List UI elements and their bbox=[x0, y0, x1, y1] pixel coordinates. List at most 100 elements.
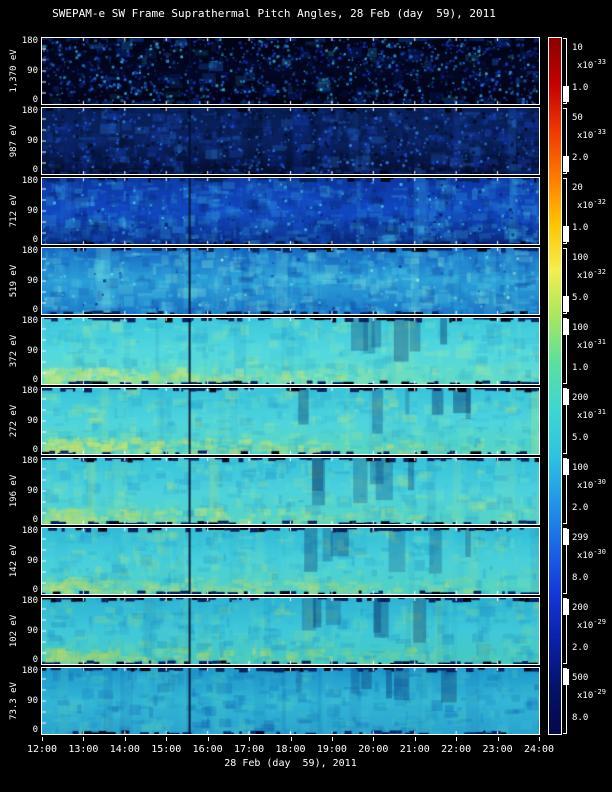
scale-bracket bbox=[563, 318, 571, 384]
y-tick-label: 90 bbox=[27, 556, 38, 566]
x-tick-label: 13:00 bbox=[68, 744, 99, 755]
hour-tick bbox=[373, 737, 375, 741]
panel-plot-area bbox=[41, 247, 540, 315]
spectrogram-canvas bbox=[42, 318, 539, 384]
scale-multiplier-label: x10-31 bbox=[577, 408, 606, 421]
hour-tick bbox=[331, 737, 333, 741]
y-tick-label: 90 bbox=[27, 626, 38, 636]
scale-multiplier-label: x10-31 bbox=[577, 338, 606, 351]
spectro-panel: 987 eV 180 90 0 50 x10-33 2.0 bbox=[0, 107, 612, 175]
x-tick-label: 22:00 bbox=[441, 744, 472, 755]
y-tick-label: 0 bbox=[32, 585, 38, 595]
scale-min-label: 1.0 bbox=[572, 223, 589, 233]
scale-multiplier-label: x10-29 bbox=[577, 688, 606, 701]
scale-bracket bbox=[563, 528, 571, 594]
spectro-panel: 102 eV 180 90 0 200 x10-29 2.0 bbox=[0, 597, 612, 665]
panel-plot-area bbox=[41, 177, 540, 245]
scale-min-label: 1.0 bbox=[572, 363, 589, 373]
scale-min-label: 2.0 bbox=[572, 503, 589, 513]
x-tick-label: 24:00 bbox=[523, 744, 555, 755]
scale-min-label: 8.0 bbox=[572, 573, 589, 583]
scale-max-label: 100 bbox=[572, 323, 589, 333]
scale-max-label: 200 bbox=[572, 393, 589, 403]
y-tick-label: 180 bbox=[21, 176, 38, 186]
scale-multiplier-label: x10-32 bbox=[577, 198, 606, 211]
spectro-panel: 73.3 eV 180 90 0 500 x10-29 8.0 bbox=[0, 667, 612, 735]
spectrogram-canvas bbox=[42, 458, 539, 524]
y-tick-label: 0 bbox=[32, 445, 38, 455]
scale-max-label: 50 bbox=[572, 113, 583, 123]
spectro-panel: 712 eV 180 90 0 20 x10-32 1.0 bbox=[0, 177, 612, 245]
scale-multiplier-label: x10-30 bbox=[577, 548, 606, 561]
panel-plot-area bbox=[41, 597, 540, 665]
scale-marker bbox=[563, 156, 569, 172]
scale-max-label: 20 bbox=[572, 183, 583, 193]
spectro-panel: 1,370 eV 180 90 0 10 x10-33 1.0 bbox=[0, 37, 612, 105]
x-tick-label: 15:00 bbox=[151, 744, 182, 755]
y-tick-label: 180 bbox=[21, 666, 38, 676]
scale-marker bbox=[563, 529, 569, 545]
scale-marker bbox=[563, 319, 569, 335]
panel-plot-area bbox=[41, 387, 540, 455]
y-tick-label: 180 bbox=[21, 526, 38, 536]
x-tick-label: 14:00 bbox=[109, 744, 140, 755]
x-tick-label: 20:00 bbox=[358, 744, 389, 755]
y-tick-label: 0 bbox=[32, 305, 38, 315]
y-tick-label: 90 bbox=[27, 66, 38, 76]
spectro-panel: 272 eV 180 90 0 200 x10-31 5.0 bbox=[0, 387, 612, 455]
y-tick-label: 0 bbox=[32, 515, 38, 525]
scale-marker bbox=[563, 389, 569, 405]
page-title: SWEPAM-e SW Frame Suprathermal Pitch Ang… bbox=[52, 7, 496, 20]
scale-bracket bbox=[563, 178, 571, 244]
spectro-panel: 519 eV 180 90 0 100 x10-32 5.0 bbox=[0, 247, 612, 315]
spectrogram-canvas bbox=[42, 178, 539, 244]
scale-max-label: 200 bbox=[572, 603, 589, 613]
y-tick-label: 180 bbox=[21, 36, 38, 46]
y-tick-label: 90 bbox=[27, 136, 38, 146]
scale-bracket bbox=[563, 248, 571, 314]
x-tick-label: 23:00 bbox=[482, 744, 513, 755]
y-tick-label: 90 bbox=[27, 346, 38, 356]
scale-multiplier-label: x10-29 bbox=[577, 618, 606, 631]
scale-multiplier-label: x10-30 bbox=[577, 478, 606, 491]
hour-tick bbox=[166, 737, 168, 741]
x-axis-date-label: 28 Feb (day 59), 2011 bbox=[224, 758, 357, 769]
y-tick-label: 90 bbox=[27, 486, 38, 496]
spectro-panel: 142 eV 180 90 0 299 x10-30 8.0 bbox=[0, 527, 612, 595]
scale-bracket bbox=[563, 668, 571, 734]
spectrogram-canvas bbox=[42, 388, 539, 454]
hour-tick bbox=[249, 737, 251, 741]
y-tick-label: 180 bbox=[21, 596, 38, 606]
y-tick-label: 90 bbox=[27, 416, 38, 426]
y-tick-label: 90 bbox=[27, 276, 38, 286]
scale-marker bbox=[563, 459, 569, 475]
scale-marker bbox=[563, 669, 569, 685]
hour-tick bbox=[414, 737, 416, 741]
x-tick-label: 12:00 bbox=[26, 744, 58, 755]
y-tick-label: 0 bbox=[32, 725, 38, 735]
hour-tick bbox=[207, 737, 209, 741]
scale-bracket bbox=[563, 458, 571, 524]
x-tick-label: 16:00 bbox=[192, 744, 223, 755]
spectrogram-canvas bbox=[42, 528, 539, 594]
hour-tick bbox=[539, 737, 540, 741]
scale-multiplier-label: x10-33 bbox=[577, 58, 606, 71]
panel-plot-area bbox=[41, 317, 540, 385]
scale-min-label: 5.0 bbox=[572, 433, 589, 443]
y-tick-label: 180 bbox=[21, 246, 38, 256]
hour-tick bbox=[456, 737, 458, 741]
y-tick-label: 180 bbox=[21, 316, 38, 326]
y-tick-label: 0 bbox=[32, 165, 38, 175]
x-tick-label: 17:00 bbox=[234, 744, 265, 755]
spectrogram-canvas bbox=[42, 108, 539, 174]
hour-tick bbox=[83, 737, 85, 741]
scale-max-label: 100 bbox=[572, 463, 589, 473]
y-tick-label: 180 bbox=[21, 456, 38, 466]
spectro-panel: 196 eV 180 90 0 100 x10-30 2.0 bbox=[0, 457, 612, 525]
scale-bracket bbox=[563, 598, 571, 664]
scale-multiplier-label: x10-32 bbox=[577, 268, 606, 281]
colorbar bbox=[548, 37, 562, 735]
y-tick-label: 180 bbox=[21, 386, 38, 396]
scale-bracket bbox=[563, 108, 571, 174]
